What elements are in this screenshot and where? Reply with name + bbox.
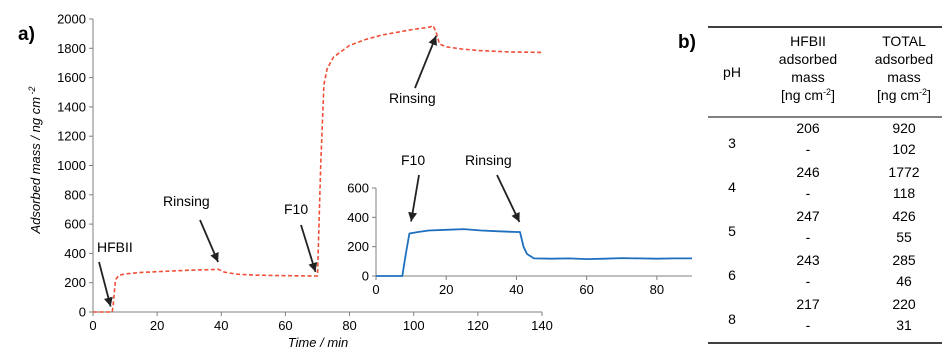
table-header-exponent: -2	[823, 87, 831, 97]
table-cell-ph: 5	[728, 223, 736, 239]
annotation-arrow-rinsing-2-head	[428, 35, 437, 46]
inset-y-tick-label: 600	[347, 181, 369, 196]
table-header-ph: pH	[723, 64, 741, 80]
table-cell-total: 31	[896, 317, 912, 333]
table-cell-ph: 3	[728, 135, 736, 151]
main-x-tick-label: 20	[150, 318, 164, 333]
inset-x-tick-label: 60	[579, 282, 593, 297]
inset-background	[335, 175, 695, 303]
table-cell-total: 426	[892, 208, 916, 224]
table-cell-total: 46	[896, 273, 912, 289]
annotation-arrow-hfbii-head	[104, 296, 113, 307]
table-header-line: [ng cm-2]	[781, 87, 835, 103]
table-cell-ph: 8	[728, 311, 736, 327]
y-axis-label-exponent: -2	[27, 86, 37, 97]
main-y-tick-label: 800	[64, 187, 86, 202]
main-y-tick-label: 200	[64, 275, 86, 290]
table-header-line: [ng cm-2]	[877, 87, 931, 103]
table-cell-hfbii: 206	[796, 120, 820, 136]
main-x-tick-label: 80	[342, 318, 356, 333]
inset-y-tick-label: 400	[347, 210, 369, 225]
table-cell-hfbii: -	[806, 185, 811, 201]
table-cell-total: 55	[896, 229, 912, 245]
inset-chart: 0 200 400 600 0 20 40 60 80 F10 Rinsing	[335, 152, 695, 303]
table-cell-hfbii: -	[806, 273, 811, 289]
x-axis-label: Time / min	[288, 335, 349, 350]
main-y-tick-label: 400	[64, 246, 86, 261]
inset-x-tick-label: 40	[509, 282, 523, 297]
main-y-tick-label: 1400	[57, 99, 86, 114]
table-header-line: mass	[791, 69, 824, 85]
table-cell-total: 920	[892, 120, 916, 136]
panel-a-label: a)	[18, 24, 35, 45]
inset-x-tick-label: 20	[439, 282, 453, 297]
annotation-label: Rinsing	[163, 193, 210, 209]
y-axis-label: Adsorbed mass / ng cm -2	[27, 86, 43, 234]
table-cell-hfbii: -	[806, 317, 811, 333]
adsorbed-mass-table: pH HFBII adsorbed mass [ng cm-2] TOTAL adsorbe…	[708, 26, 942, 344]
main-x-tick-label: 100	[403, 318, 425, 333]
inset-x-tick-label: 0	[372, 282, 379, 297]
table-header-line: TOTAL	[882, 33, 926, 49]
table-cell-ph: 4	[728, 179, 736, 195]
main-y-tick-label: 1000	[57, 158, 86, 173]
main-y-tick-label: 600	[64, 217, 86, 232]
table-cell-hfbii: 246	[796, 164, 820, 180]
annotation-arrow-rinsing-2-shaft	[414, 35, 437, 89]
annotation-label: F10	[284, 201, 308, 217]
main-x-tick-label: 0	[89, 318, 96, 333]
table-header-line: HFBII	[790, 33, 826, 49]
table-cell-hfbii: 217	[796, 296, 820, 312]
main-series-line	[93, 24, 543, 313]
main-y-tick-label: 0	[79, 305, 86, 320]
main-y-tick-label: 1600	[57, 70, 86, 85]
inset-series-line	[376, 228, 692, 277]
table-cell-hfbii: 247	[796, 208, 820, 224]
table-header-line: adsorbed	[875, 51, 933, 67]
inset-y-tick-label: 0	[362, 269, 369, 284]
table-header-bracket: ]	[927, 87, 931, 103]
table-cell-total: 285	[892, 252, 916, 268]
table-header-line: adsorbed	[779, 51, 837, 67]
table-header-line: mass	[887, 69, 920, 85]
main-y-tick-label: 2000	[57, 12, 86, 27]
table-cell-hfbii: -	[806, 229, 811, 245]
main-x-tick-label: 140	[531, 318, 553, 333]
main-x-tick-label: 40	[214, 318, 228, 333]
main-y-tick-label: 1800	[57, 41, 86, 56]
table-cell-total: 220	[892, 296, 916, 312]
annotation-arrow-f10-head	[308, 261, 318, 272]
annotation-label: HFBII	[97, 239, 133, 255]
main-x-tick-label: 120	[467, 318, 489, 333]
panel-b-label: b)	[678, 32, 696, 53]
main-y-tick-label: 1200	[57, 129, 86, 144]
table-header-exponent: -2	[919, 87, 927, 97]
table-header-bracket: ]	[831, 87, 835, 103]
annotation-label: Rinsing	[389, 90, 436, 106]
table-cell-total: 118	[893, 185, 916, 201]
table-cell-hfbii: -	[806, 141, 811, 157]
annotation-arrow-inset-f10-head	[408, 211, 418, 222]
inset-x-tick-label: 80	[650, 282, 664, 297]
main-x-tick-label: 60	[278, 318, 292, 333]
table-cell-hfbii: 243	[796, 252, 820, 268]
annotation-arrow-inset-rinsing-head	[511, 211, 520, 222]
annotation-label: F10	[401, 152, 425, 168]
table-cell-total: 102	[892, 141, 916, 157]
inset-y-tick-label: 200	[347, 239, 369, 254]
table-cell-ph: 6	[728, 267, 736, 283]
annotation-arrow-rinsing-1-head	[210, 252, 219, 263]
table-cell-total: 1772	[888, 164, 919, 180]
annotation-label: Rinsing	[465, 152, 512, 168]
